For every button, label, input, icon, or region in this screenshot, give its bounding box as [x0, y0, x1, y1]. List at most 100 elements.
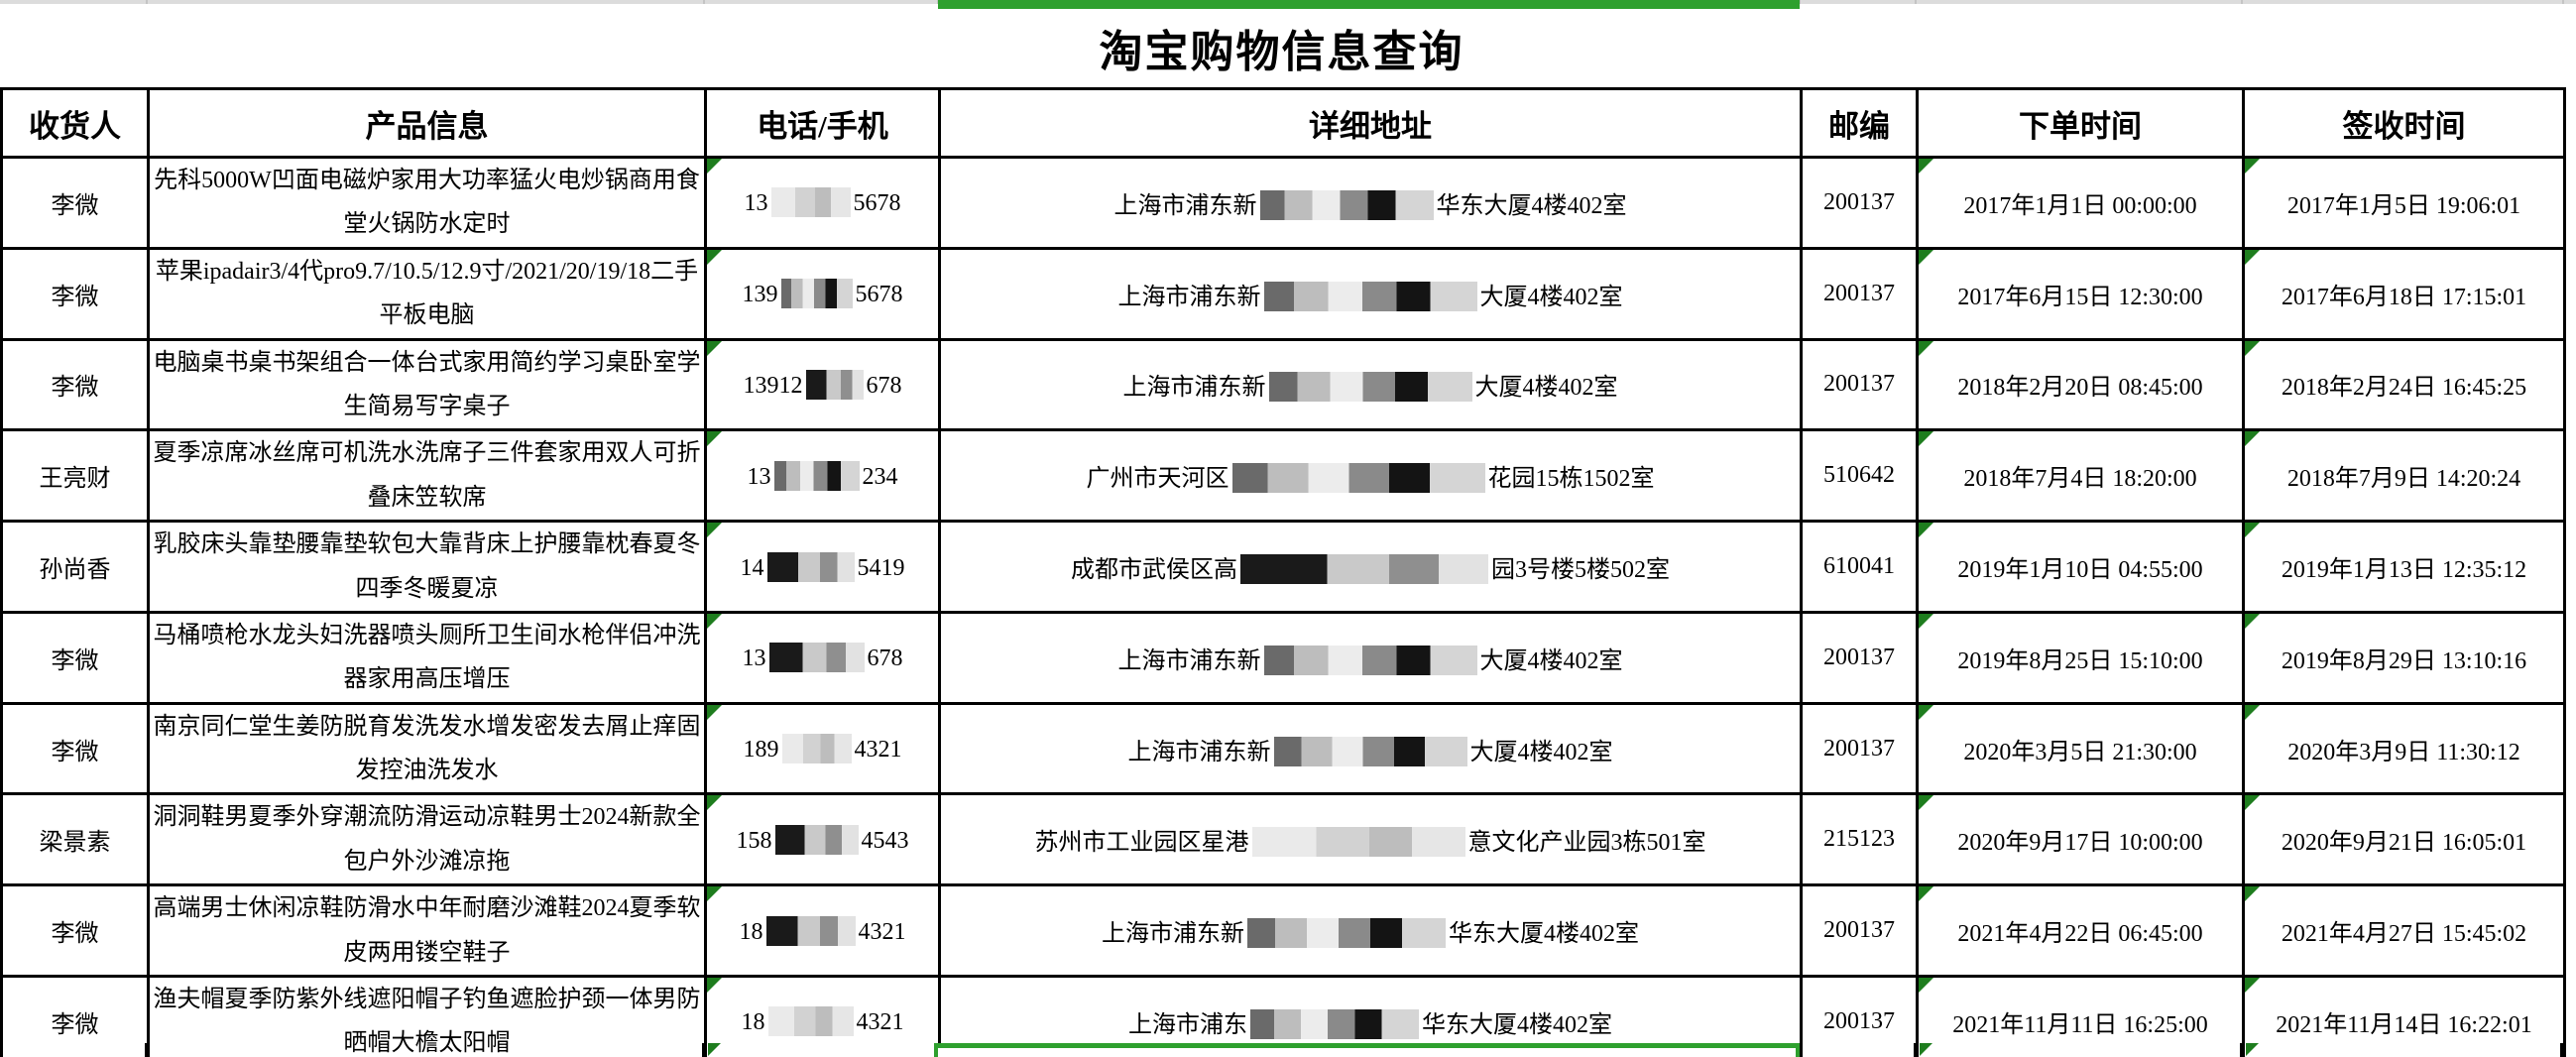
cell-product[interactable]: 电脑桌书桌书架组合一体台式家用简约学习桌卧室学生简易写字桌子: [147, 337, 707, 432]
redaction-blur: [1251, 827, 1465, 858]
cell-postcode[interactable]: 200137: [1800, 975, 1919, 1057]
cell-postcode[interactable]: 200137: [1800, 610, 1919, 705]
cell-order-time[interactable]: 2020年9月17日 10:00:00: [1916, 792, 2245, 887]
cell-address[interactable]: 广州市天河区 花园15栋1502室: [938, 428, 1803, 524]
cell-product[interactable]: 乳胶床头靠垫腰靠垫软包大靠背床上护腰靠枕春夏冬四季冬暖夏凉: [147, 520, 707, 614]
cell-recipient[interactable]: 李微: [0, 337, 150, 432]
cell-phone[interactable]: 13 234: [704, 428, 941, 524]
cell-address[interactable]: 上海市浦东新 大厦4楼402室: [938, 246, 1803, 341]
cell-phone[interactable]: 14 5419: [704, 520, 941, 614]
redaction-blur: [1273, 736, 1467, 766]
comment-indicator-triangle: [1920, 342, 1933, 356]
cell-phone[interactable]: 139 5678: [704, 246, 941, 341]
cell-sign-time[interactable]: 2018年7月9日 14:20:24: [2242, 428, 2566, 524]
cell-phone[interactable]: 13912 678: [704, 337, 941, 432]
cell-order-time[interactable]: 2018年2月20日 08:45:00: [1916, 337, 2245, 432]
cell-address[interactable]: 上海市浦东新 大厦4楼402室: [938, 337, 1803, 432]
cell-recipient[interactable]: 王亮财: [0, 428, 150, 524]
cell-product[interactable]: 夏季凉席冰丝席可机洗水洗席子三件套家用双人可折叠床笠软席: [147, 428, 707, 524]
comment-indicator-triangle: [1920, 432, 1933, 447]
comment-indicator-triangle: [1920, 979, 1933, 994]
cell-postcode[interactable]: 610041: [1800, 520, 1919, 614]
cell-product[interactable]: 先科5000W凹面电磁炉家用大功率猛火电炒锅商用食堂火锅防水定时: [147, 156, 707, 250]
cell-recipient[interactable]: 孙尚香: [0, 520, 150, 614]
comment-indicator-triangle: [2246, 432, 2260, 447]
cell-postcode[interactable]: 200137: [1800, 883, 1919, 979]
cell-phone[interactable]: 13 678: [704, 610, 941, 705]
cell-address[interactable]: 成都市武侯区高 园3号楼5楼502室: [938, 520, 1803, 614]
cell-phone[interactable]: 189 4321: [704, 701, 941, 796]
table-row: 李微 先科5000W凹面电磁炉家用大功率猛火电炒锅商用食堂火锅防水定时 13 56…: [0, 156, 2566, 250]
cell-sign-time[interactable]: 2020年9月21日 16:05:01: [2242, 792, 2566, 887]
header-product[interactable]: 产品信息: [147, 87, 707, 159]
cell-phone[interactable]: 18 4321: [704, 975, 941, 1057]
cell-product[interactable]: 南京同仁堂生姜防脱育发洗发水增发密发去屑止痒固发控油洗发水: [147, 701, 707, 796]
cell-product[interactable]: 渔夫帽夏季防紫外线遮阳帽子钓鱼遮脸护颈一体男防晒帽大檐太阳帽: [147, 975, 707, 1057]
header-sign-time[interactable]: 签收时间: [2242, 87, 2566, 159]
comment-indicator-triangle: [708, 979, 722, 994]
cell-postcode[interactable]: 200137: [1800, 337, 1919, 432]
cell-recipient[interactable]: 李微: [0, 975, 150, 1057]
cell-phone[interactable]: 158 4543: [704, 792, 941, 887]
comment-indicator-triangle: [1920, 524, 1933, 538]
comment-indicator-triangle: [708, 251, 722, 265]
header-order-time[interactable]: 下单时间: [1916, 87, 2245, 159]
cell-recipient[interactable]: 李微: [0, 610, 150, 705]
cell-phone[interactable]: 18 4321: [704, 883, 941, 979]
cell-recipient[interactable]: 梁景素: [0, 792, 150, 887]
header-address[interactable]: 详细地址: [938, 87, 1803, 159]
cell-sign-time[interactable]: 2019年8月29日 13:10:16: [2242, 610, 2566, 705]
cell-order-time[interactable]: 2019年1月10日 04:55:00: [1916, 520, 2245, 614]
cell-order-time[interactable]: 2019年8月25日 15:10:00: [1916, 610, 2245, 705]
cell-product[interactable]: 苹果ipadair3/4代pro9.7/10.5/12.9寸/2021/20/1…: [147, 246, 707, 341]
cell-sign-time[interactable]: 2017年1月5日 19:06:01: [2242, 156, 2566, 250]
comment-indicator-triangle: [1920, 1043, 1932, 1056]
cell-recipient[interactable]: 李微: [0, 246, 150, 341]
header-recipient[interactable]: 收货人: [0, 87, 150, 159]
cell-order-time[interactable]: 2020年3月5日 21:30:00: [1916, 701, 2245, 796]
cell-order-time[interactable]: 2018年7月4日 18:20:00: [1916, 428, 2245, 524]
cell-sign-time[interactable]: 2018年2月24日 16:45:25: [2242, 337, 2566, 432]
cell-postcode[interactable]: 215123: [1800, 792, 1919, 887]
cell-address[interactable]: 上海市浦东新 华东大厦4楼402室: [938, 883, 1803, 979]
cell-product[interactable]: 高端男士休闲凉鞋防滑水中年耐磨沙滩鞋2024夏季软皮两用镂空鞋子: [147, 883, 707, 979]
cell-address[interactable]: 上海市浦东新 大厦4楼402室: [938, 701, 1803, 796]
cell-order-time[interactable]: 2021年11月11日 16:25:00: [1916, 975, 2245, 1057]
cell-phone[interactable]: 13 5678: [704, 156, 941, 250]
cell-order-time[interactable]: 2017年1月1日 00:00:00: [1916, 156, 2245, 250]
cell-order-time[interactable]: 2017年6月15日 12:30:00: [1916, 246, 2245, 341]
cell-sign-time[interactable]: 2020年3月9日 11:30:12: [2242, 701, 2566, 796]
selection-border-top: [938, 0, 1800, 9]
cell-postcode[interactable]: 510642: [1800, 428, 1919, 524]
redaction-blur: [1231, 463, 1485, 494]
cell-address[interactable]: 上海市浦东新 华东大厦4楼402室: [938, 156, 1803, 250]
cell-postcode[interactable]: 200137: [1800, 701, 1919, 796]
cell-product[interactable]: 马桶喷枪水龙头妇洗器喷头厕所卫生间水枪伴侣冲洗器家用高压增压: [147, 610, 707, 705]
cell-sign-time[interactable]: 2017年6月18日 17:15:01: [2242, 246, 2566, 341]
cell-postcode[interactable]: 200137: [1800, 156, 1919, 250]
comment-indicator-triangle: [2246, 615, 2260, 629]
cell-sign-time[interactable]: 2021年4月27日 15:45:02: [2242, 883, 2566, 979]
cell-recipient[interactable]: 李微: [0, 701, 150, 796]
comment-indicator-triangle: [1920, 615, 1933, 629]
cell-sign-time[interactable]: 2019年1月13日 12:35:12: [2242, 520, 2566, 614]
redaction-blur: [768, 643, 865, 673]
next-row-partial: [0, 1043, 2576, 1057]
cell-recipient[interactable]: 李微: [0, 883, 150, 979]
header-postcode[interactable]: 邮编: [1800, 87, 1919, 159]
sheet-title-row[interactable]: 淘宝购物信息查询: [0, 8, 2563, 87]
header-phone[interactable]: 电话/手机: [704, 87, 941, 159]
cell-order-time[interactable]: 2021年4月22日 06:45:00: [1916, 883, 2245, 979]
cell-address[interactable]: 上海市浦东新 大厦4楼402室: [938, 610, 1803, 705]
table-row: 李微 南京同仁堂生姜防脱育发洗发水增发密发去屑止痒固发控油洗发水 189 4321…: [0, 701, 2566, 796]
cell-product[interactable]: 洞洞鞋男夏季外穿潮流防滑运动凉鞋男士2024新款全包户外沙滩凉拖: [147, 792, 707, 887]
cell-postcode[interactable]: 200137: [1800, 246, 1919, 341]
comment-indicator-triangle: [708, 887, 722, 902]
cell-sign-time[interactable]: 2021年11月14日 16:22:01: [2242, 975, 2566, 1057]
cell-address[interactable]: 苏州市工业园区星港 意文化产业园3栋501室: [938, 792, 1803, 887]
cell-recipient[interactable]: 李微: [0, 156, 150, 250]
comment-indicator-triangle: [2246, 1043, 2259, 1056]
comment-indicator-triangle: [708, 706, 722, 720]
table-row: 李微 苹果ipadair3/4代pro9.7/10.5/12.9寸/2021/2…: [0, 246, 2566, 341]
selected-cell-address[interactable]: [934, 1043, 1800, 1057]
